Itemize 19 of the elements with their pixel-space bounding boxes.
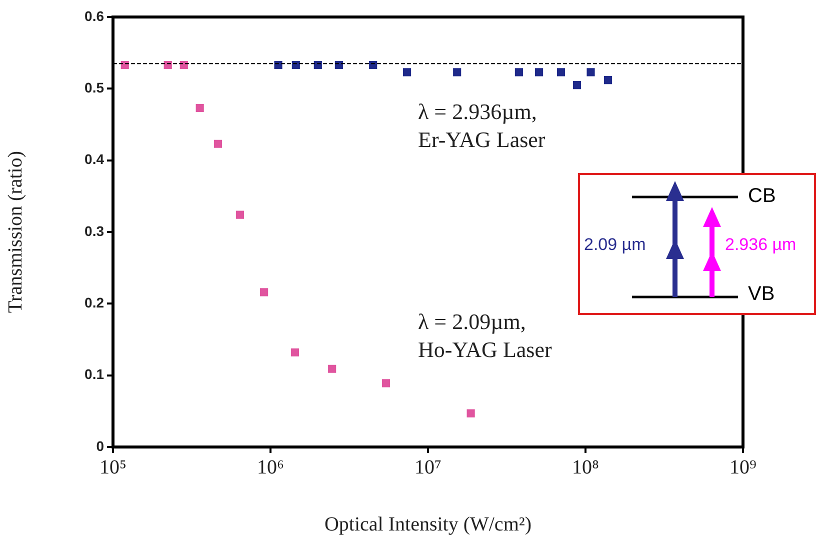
y-tick-label: 0.1 — [84, 366, 104, 382]
x-tick-label: 10⁶ — [257, 456, 284, 478]
y-tick-label: 0.6 — [84, 8, 104, 24]
x-tick-label: 10⁵ — [100, 456, 126, 478]
annotation: 2.936 µm — [725, 235, 796, 255]
x-tick-label: 10⁸ — [572, 456, 600, 478]
annotation: 2.09 µm — [584, 235, 646, 255]
y-tick-label: 0.5 — [84, 80, 104, 96]
annotation: λ = 2.936µm, Er-YAG Laser — [418, 98, 546, 152]
annotation: λ = 2.09µm, Ho-YAG Laser — [418, 308, 552, 362]
y-tick-label: 0.3 — [84, 222, 104, 239]
energy-level-diagram: CB VB 2.09 µm 2.936 µm — [578, 173, 816, 315]
x-tick-label: 10⁷ — [414, 456, 442, 478]
y-tick-label: 0.2 — [84, 294, 104, 311]
y-tick-label: 0.4 — [84, 151, 104, 168]
y-axis-title: Transmission (ratio) — [4, 150, 26, 314]
y-tick-label: 0 — [96, 438, 104, 454]
x-axis-title: Optical Intensity (W/cm²) — [324, 513, 532, 536]
x-tick-label: 10⁹ — [730, 456, 757, 478]
